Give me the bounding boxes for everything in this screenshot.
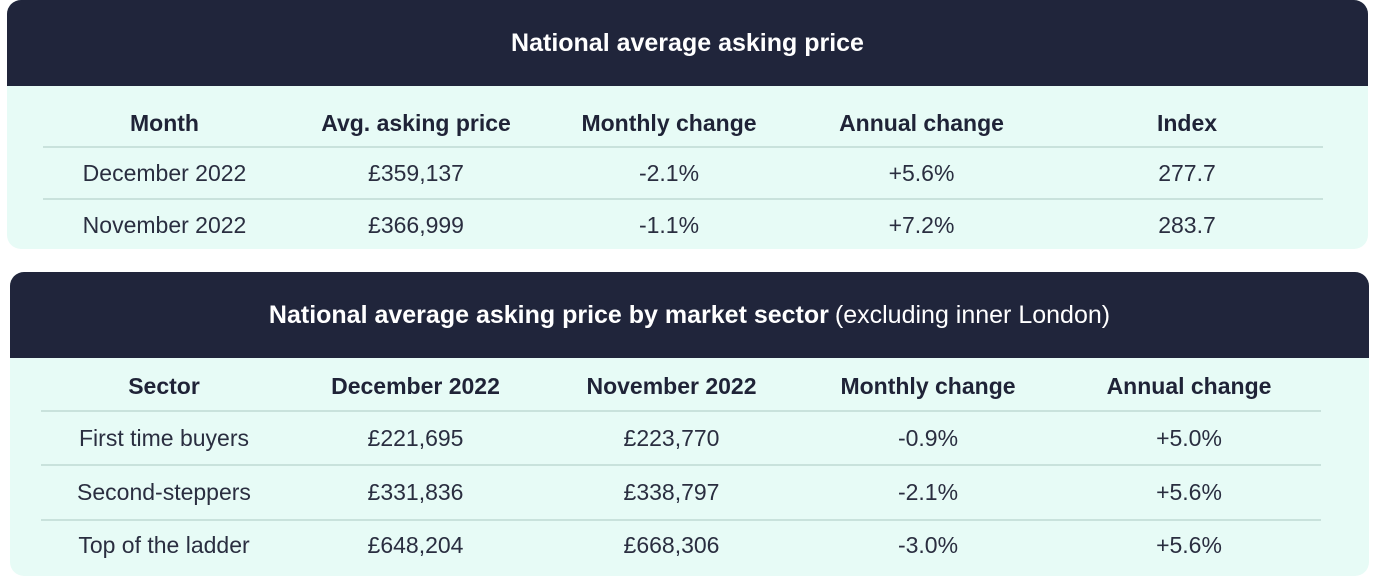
table-cell: -0.9% <box>799 411 1057 466</box>
table-cell: £221,695 <box>287 411 544 466</box>
table-cell: £331,836 <box>287 465 544 521</box>
table-cell: December 2022 <box>43 147 286 200</box>
table-cell: +5.6% <box>1057 465 1321 521</box>
table-row: First time buyers £221,695 £223,770 -0.9… <box>41 411 1321 466</box>
table-title: National average asking price by market … <box>268 300 829 329</box>
table-row: Second-steppers £331,836 £338,797 -2.1% … <box>41 465 1321 521</box>
market-sector-table: Sector December 2022 November 2022 Month… <box>41 362 1321 570</box>
table-cell: +5.6% <box>1156 532 1222 558</box>
column-header: Monthly change <box>799 362 1057 412</box>
table-cell: Second-steppers <box>41 465 287 521</box>
table-row: November 2022 £366,999 -1.1% +7.2% 283.7 <box>43 199 1323 251</box>
table-cell: £648,204 <box>367 532 464 558</box>
table-cell: -3.0% <box>897 532 959 558</box>
table-cell: £366,999 <box>368 212 464 238</box>
table-cell: £338,797 <box>544 465 799 521</box>
table-cell: 277.7 <box>1051 147 1323 200</box>
table-cell: -2.1% <box>799 465 1057 521</box>
national-average-table: Month Avg. asking price Monthly change A… <box>43 100 1323 251</box>
table-cell: -1.1% <box>638 212 700 238</box>
column-header: December 2022 <box>287 362 544 412</box>
table-cell: +7.2% <box>888 212 955 238</box>
column-header: Avg. asking price <box>286 100 546 148</box>
card-header: National average asking price by market … <box>10 272 1369 358</box>
card-header: National average asking price <box>7 0 1368 86</box>
column-header: Index <box>1051 100 1323 148</box>
table-cell: Top of the ladder <box>78 532 250 558</box>
table-cell: First time buyers <box>41 411 287 466</box>
column-header: Annual change <box>792 100 1051 148</box>
table-title: National average asking price <box>511 28 864 57</box>
table-cell: £223,770 <box>544 411 799 466</box>
table-cell: 283.7 <box>1158 212 1216 238</box>
table-cell: £668,306 <box>623 532 720 558</box>
table-cell: +5.6% <box>792 147 1051 200</box>
column-header: Month <box>43 100 286 148</box>
column-header: November 2022 <box>544 362 799 412</box>
header-row: Month Avg. asking price Monthly change A… <box>43 100 1323 148</box>
table-cell: November 2022 <box>82 212 247 238</box>
table-row: December 2022 £359,137 -2.1% +5.6% 277.7 <box>43 147 1323 200</box>
table-cell: -2.1% <box>546 147 792 200</box>
column-header: Sector <box>41 362 287 412</box>
table-subtitle: (excluding inner London) <box>834 300 1111 329</box>
table-cell: £359,137 <box>286 147 546 200</box>
column-header: Annual change <box>1057 362 1321 412</box>
column-header: Monthly change <box>546 100 792 148</box>
header-row: Sector December 2022 November 2022 Month… <box>41 362 1321 412</box>
table-row: Top of the ladder £648,204 £668,306 -3.0… <box>41 520 1321 570</box>
table-cell: +5.0% <box>1057 411 1321 466</box>
